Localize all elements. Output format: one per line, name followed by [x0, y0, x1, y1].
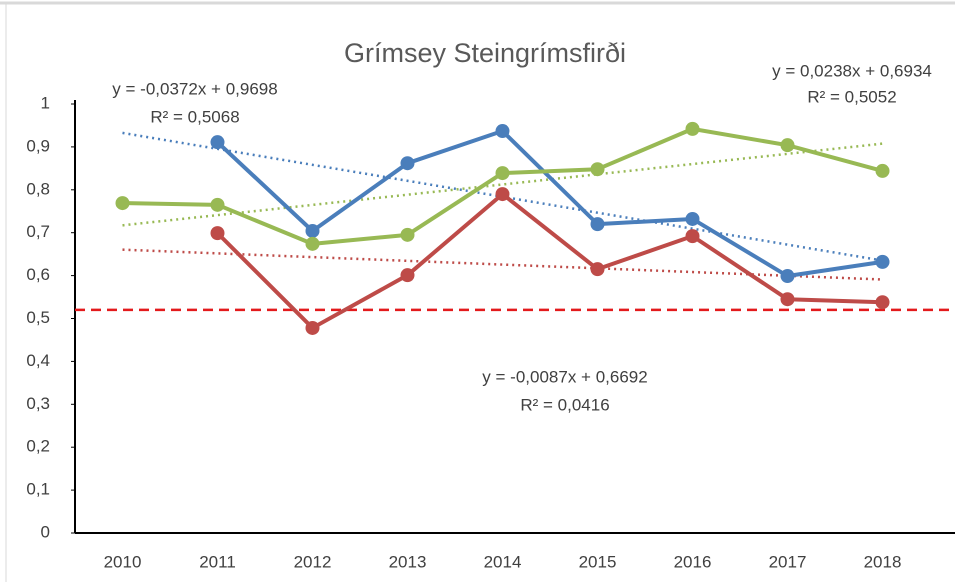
y-tick-label: 0,7 — [26, 222, 50, 241]
series-marker — [685, 229, 700, 244]
series-marker — [590, 262, 605, 277]
series-marker — [495, 166, 510, 181]
x-tick-label: 2016 — [674, 552, 712, 571]
series-marker — [780, 269, 795, 284]
series-line — [216, 129, 883, 279]
y-tick-label: 0,3 — [26, 394, 50, 413]
y-tick-label: 0,1 — [26, 480, 50, 499]
series-line — [216, 192, 883, 330]
y-tick-label: 0,4 — [26, 351, 50, 370]
series-marker — [115, 196, 130, 211]
y-tick-label: 0,9 — [26, 136, 50, 155]
x-tick-label: 2012 — [294, 552, 332, 571]
series-marker — [400, 268, 415, 283]
y-tick-label: 0,6 — [26, 265, 50, 284]
series-marker — [685, 211, 700, 226]
x-tick-label: 2017 — [769, 552, 807, 571]
series-marker — [305, 223, 320, 238]
series-marker — [495, 187, 510, 202]
series-marker — [685, 121, 700, 136]
x-tick-label: 2018 — [864, 552, 902, 571]
chart-title: Grímsey Steingrímsfirði — [344, 38, 626, 68]
series-marker — [780, 138, 795, 153]
y-tick-label: 1 — [41, 93, 50, 112]
trendline-r-squared: R² = 0,5068 — [150, 107, 239, 126]
series-marker — [590, 162, 605, 177]
trendline-equation: y = -0,0372x + 0,9698 — [112, 79, 277, 98]
series-marker — [875, 295, 890, 310]
trendline-equation: y = -0,0087x + 0,6692 — [482, 367, 647, 386]
series-marker — [780, 292, 795, 307]
series-marker — [210, 197, 225, 212]
y-tick-label: 0,5 — [26, 308, 50, 327]
series-marker — [400, 227, 415, 242]
trendline — [122, 248, 883, 281]
y-tick-label: 0,8 — [26, 179, 50, 198]
trendline-equation: y = 0,0238x + 0,6934 — [772, 61, 932, 80]
y-tick-label: 0,2 — [26, 437, 50, 456]
series-marker — [875, 254, 890, 269]
series-marker — [305, 320, 320, 335]
y-tick-label: 0 — [41, 522, 50, 541]
series-marker — [495, 124, 510, 139]
series-marker — [400, 156, 415, 171]
trendline-r-squared: R² = 0,5052 — [807, 87, 896, 106]
x-tick-label: 2011 — [199, 552, 236, 571]
series-marker — [590, 217, 605, 232]
series-marker — [210, 226, 225, 241]
trendline — [122, 142, 883, 227]
x-tick-label: 2014 — [484, 552, 522, 571]
series-marker — [305, 236, 320, 251]
series-marker — [210, 135, 225, 150]
x-tick-label: 2013 — [389, 552, 427, 571]
trendline-r-squared: R² = 0,0416 — [520, 395, 609, 414]
x-tick-label: 2010 — [104, 552, 142, 571]
x-tick-label: 2015 — [579, 552, 617, 571]
series-marker — [875, 163, 890, 178]
